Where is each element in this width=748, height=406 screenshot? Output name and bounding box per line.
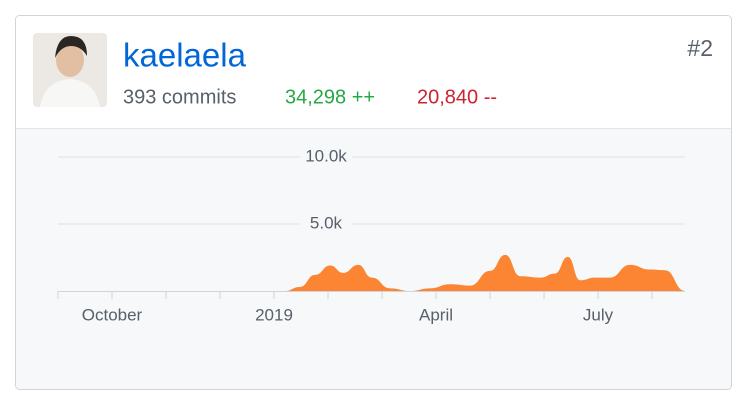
x-tick-label: October (82, 305, 143, 324)
y-tick-label-background (300, 147, 352, 167)
commit-count: 393 commits (123, 86, 236, 108)
avatar-shirt (40, 79, 100, 107)
avatar-hair (55, 36, 87, 58)
username[interactable]: kaelaela (123, 37, 247, 74)
rank: #2 (687, 35, 713, 61)
area (58, 254, 685, 291)
avatar[interactable] (33, 33, 107, 107)
y-tick-label: 5.0k (310, 213, 343, 232)
additions: 34,298 ++ (285, 86, 375, 108)
x-tick-label: April (419, 305, 453, 324)
deletions: 20,840 -- (417, 86, 497, 108)
plot: 5.0k 10.0k October 2019 April July (57, 146, 685, 324)
y-tick-label-background (300, 214, 352, 234)
y-tick-label: 10.0k (305, 146, 347, 165)
card-header (16, 16, 731, 128)
x-tick-label: 2019 (255, 305, 293, 324)
avatar-face (56, 43, 84, 77)
x-tick-label: July (583, 305, 614, 324)
